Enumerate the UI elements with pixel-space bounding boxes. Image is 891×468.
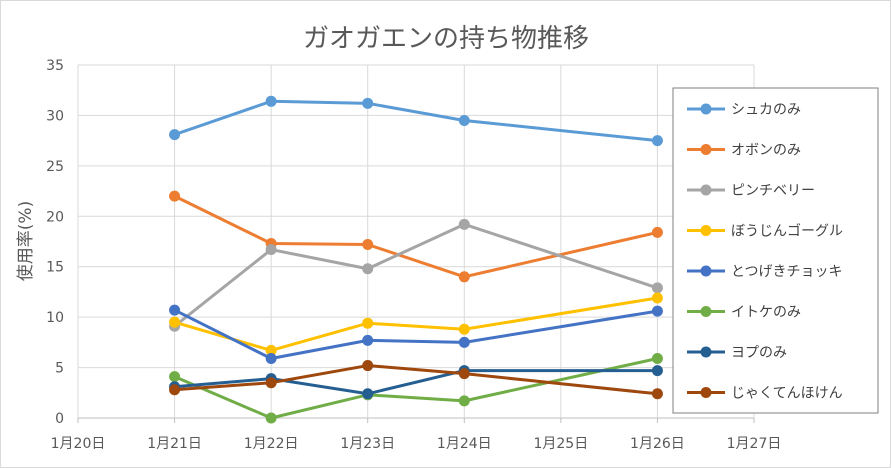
y-tick-label: 25 [46,159,64,175]
legend-entry: ピンチベリー [687,183,815,199]
series-1 [169,190,663,283]
data-point [458,336,470,348]
x-tick-label: 1月23日 [340,436,395,452]
series-0 [169,95,663,147]
legend-label: シュカのみ [731,102,801,118]
legend-label: ピンチベリー [731,183,815,199]
data-point [458,323,470,335]
series-3 [169,292,663,356]
x-tick-label: 1月24日 [437,436,492,452]
y-tick-label: 15 [46,260,64,276]
data-point [458,395,470,407]
legend-entry: ヨプのみ [687,345,787,361]
legend-point-marker [700,387,712,398]
data-point [458,271,470,283]
data-point [265,344,277,356]
data-point [651,305,663,317]
series-2 [169,218,663,332]
data-point [651,365,663,377]
x-tick-label: 1月22日 [244,436,299,452]
legend-label: とつげきチョッキ [731,264,842,280]
x-tick-label: 1月21日 [147,436,202,452]
data-point [169,384,181,396]
data-point [458,114,470,126]
data-point [265,377,277,389]
legend-entry: イトケのみ [687,305,801,321]
data-point [651,352,663,364]
series-4 [169,304,663,364]
series-group [169,95,663,424]
legend-entry: シュカのみ [687,102,801,118]
data-point [169,316,181,328]
axes: 0 5 10 15 20 25 30 35 1月20日 1月21日 1月22日 1月23日 1月24日 1… [46,58,781,452]
y-tick-label: 30 [46,108,64,124]
data-point [458,368,470,380]
legend-label: オボンのみ [731,143,801,159]
legend-point-marker [700,144,712,155]
data-point [169,129,181,141]
legend-point-marker [700,346,712,358]
data-point [362,334,374,346]
data-point [362,263,374,275]
data-point [265,95,277,107]
x-tick-label: 1月25日 [533,436,588,452]
data-point [651,292,663,304]
chart-title: ガオガエンの持ち物推移 [303,24,589,54]
y-tick-label: 5 [55,361,64,377]
y-tick-label: 10 [46,310,64,326]
x-tick-label: 1月26日 [630,436,685,452]
data-point [362,317,374,329]
x-tick-label: 1月20日 [51,436,106,452]
legend-point-marker [700,184,712,196]
data-point [651,388,663,400]
y-tick-label: 0 [55,411,64,427]
data-point [362,239,374,251]
legend-label: ヨプのみ [731,345,787,361]
gridlines [77,64,755,419]
data-point [169,371,181,383]
x-tick-label: 1月27日 [727,436,782,452]
legend-label: ぼうじんゴーグル [731,223,843,240]
series-line [173,99,659,143]
legend: シュカのみオボンのみピンチベリーぼうじんゴーグルとつげきチョッキイトケのみヨプの… [672,87,879,414]
data-point [651,282,663,294]
legend-point-marker [700,225,712,236]
legend-box [672,87,879,414]
data-point [362,360,374,372]
data-point [265,244,277,256]
legend-point-marker [700,306,712,317]
legend-entry: ぼうじんゴーグル [687,223,843,240]
data-point [362,97,374,109]
y-axis-label: 使用率(%) [15,201,36,281]
data-point [651,135,663,147]
data-point [458,218,470,230]
legend-label: じゃくてんほけん [731,386,843,402]
data-point [265,352,277,364]
legend-point-marker [700,265,712,277]
data-point [651,226,663,238]
y-tick-label: 35 [46,58,64,74]
legend-label: イトケのみ [731,305,801,321]
legend-entry: とつげきチョッキ [687,264,842,280]
legend-entry: オボンのみ [687,143,801,159]
series-5 [169,352,663,424]
y-tick-label: 20 [46,209,64,225]
series-7 [169,360,663,400]
legend-entry: じゃくてんほけん [687,386,843,402]
legend-point-marker [700,103,712,115]
data-point [169,304,181,316]
data-point [265,412,277,424]
data-point [169,190,181,202]
data-point [362,388,374,400]
